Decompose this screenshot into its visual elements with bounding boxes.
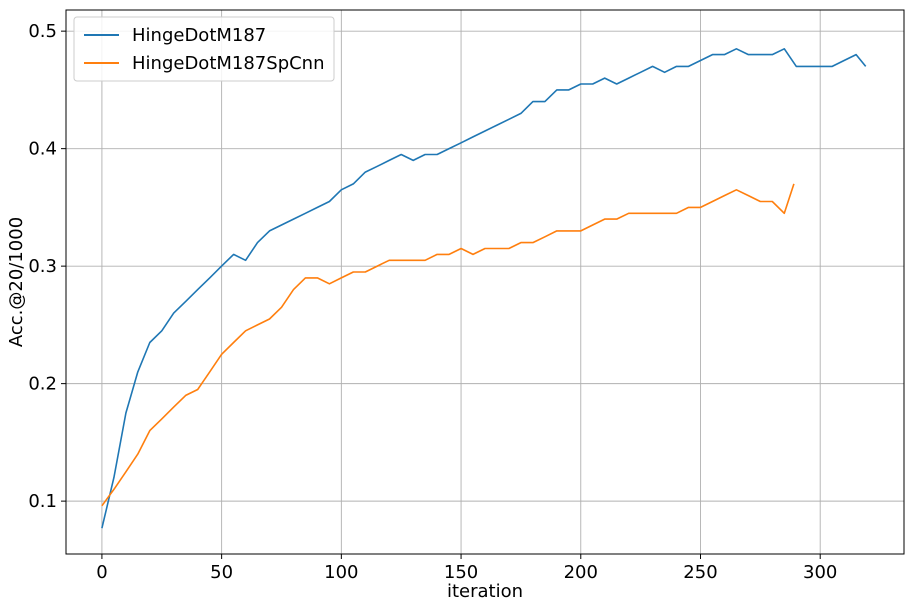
y-axis-ticks: 0.1 0.2 0.3 0.4 0.5 [28,21,66,512]
y-tick-label: 0.4 [28,139,57,160]
x-axis-ticks: 0 50 100 150 200 250 300 [96,554,837,583]
series-line-hingedotm187spcnn [101,183,795,507]
x-tick-label: 150 [444,562,478,583]
x-tick-label: 0 [96,562,107,583]
series-line-hingedotm187 [101,47,867,529]
legend-box [73,16,335,82]
y-tick-label: 0.1 [28,491,57,512]
y-tick-label: 0.2 [28,374,57,395]
x-tick-label: 100 [324,562,358,583]
legend-label: HingeDotM187SpCnn [132,53,325,74]
plot-frame [65,9,905,555]
series-layer [101,47,867,529]
y-axis-label: Acc.@20/1000 [6,217,27,347]
x-tick-label: 250 [683,562,717,583]
legend: HingeDotM187 HingeDotM187SpCnn [73,16,335,82]
x-tick-label: 200 [564,562,598,583]
x-tick-label: 50 [210,562,233,583]
legend-label: HingeDotM187 [132,25,266,46]
grid [66,10,904,554]
y-tick-label: 0.5 [28,21,57,42]
x-tick-label: 300 [803,562,837,583]
x-axis-label: iteration [447,581,523,602]
y-tick-label: 0.3 [28,256,57,277]
